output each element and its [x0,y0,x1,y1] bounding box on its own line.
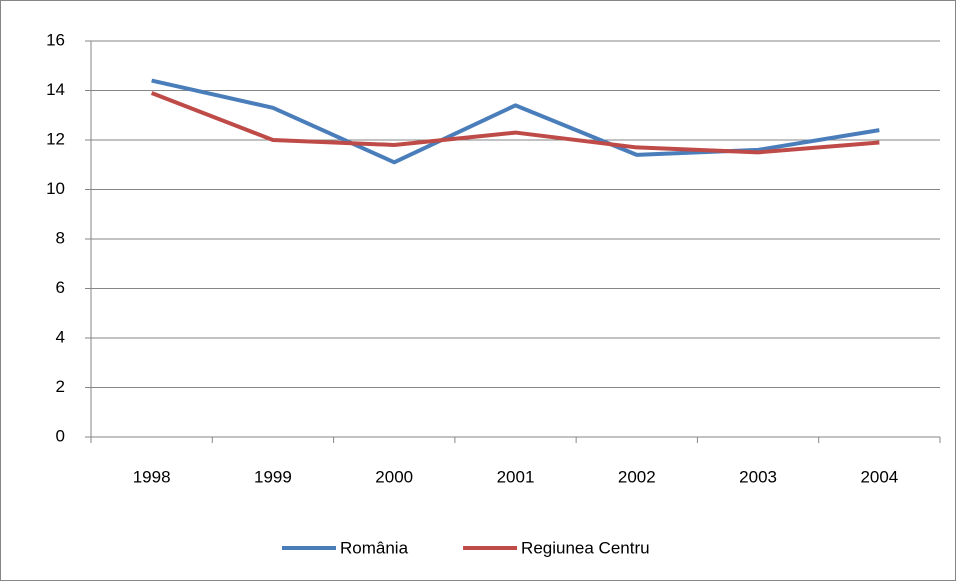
y-tick-label: 6 [56,278,65,297]
y-tick-label: 0 [56,426,65,445]
legend-label: România [340,538,409,557]
y-tick-label: 10 [46,179,65,198]
x-tick-label: 1999 [254,467,292,486]
y-tick-label: 8 [56,228,65,247]
x-tick-label: 1998 [133,467,171,486]
y-tick-label: 14 [46,80,65,99]
y-tick-label: 4 [56,327,65,346]
y-tick-label: 2 [56,377,65,396]
x-tick-label: 2003 [739,467,777,486]
series-line [151,78,880,165]
y-tick-label: 12 [46,129,65,148]
y-tick-label: 16 [46,30,65,49]
series-line [150,91,880,155]
x-tick-label: 2002 [618,467,656,486]
x-tick-label: 2000 [375,467,413,486]
x-tick-label: 2004 [860,467,898,486]
x-tick-label: 2001 [497,467,535,486]
legend-label: Regiunea Centru [521,538,650,557]
